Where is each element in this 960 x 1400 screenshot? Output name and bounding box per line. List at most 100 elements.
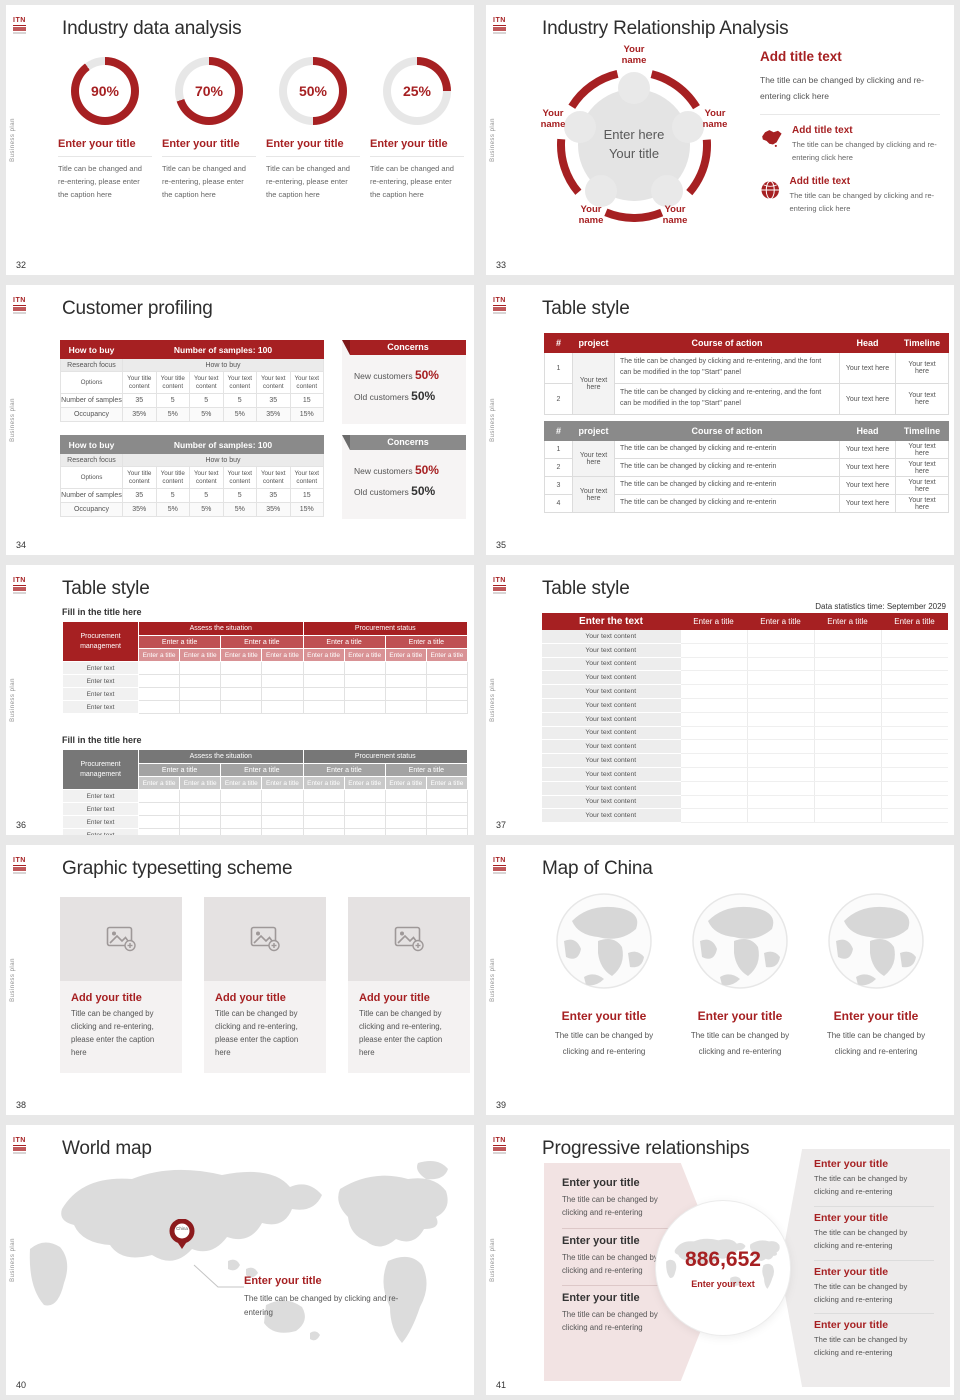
detail-item: Add title text The title can be changed … <box>760 176 940 216</box>
slide-36-thumbnail[interactable]: ITN Business plan Table style Fill in th… <box>6 565 474 835</box>
cell <box>261 802 304 816</box>
image-placeholder <box>348 897 470 981</box>
cell <box>880 767 948 782</box>
cell <box>679 739 747 755</box>
value: 50% <box>414 368 439 382</box>
cell <box>220 700 263 714</box>
cell <box>813 643 881 658</box>
globe-row: Enter your title The title can be change… <box>536 891 946 1060</box>
group-header: Assess the situation <box>138 749 304 764</box>
cell <box>813 795 881 810</box>
image-placeholder <box>60 897 182 981</box>
stat-caption: Title can be changed and re-entering, pl… <box>370 164 454 199</box>
col-header: Enter a title <box>384 648 427 662</box>
row-label: Your text content <box>542 670 680 686</box>
donut-chart-row: 90% Enter your title Title can be change… <box>58 57 464 201</box>
cell: The title can be changed by clicking and… <box>614 458 840 477</box>
cell: 5 <box>189 393 224 408</box>
row-label: Number of samples <box>60 393 123 408</box>
cell <box>746 630 814 644</box>
stat-label: Enter your text <box>691 1278 755 1289</box>
row-label: Research focus <box>60 453 123 467</box>
cell: 15 <box>289 488 324 503</box>
col-header: Enter a title <box>302 648 345 662</box>
cell <box>813 767 881 782</box>
cell: Your title content <box>122 466 157 489</box>
cell <box>880 712 948 727</box>
cell: Your title content <box>155 371 190 394</box>
row-label: Enter text <box>62 789 139 803</box>
row-label: Your text content <box>542 795 680 810</box>
cell <box>137 687 181 701</box>
cell: 5 <box>155 393 190 408</box>
globe-block: Enter your title The title can be change… <box>536 891 672 1060</box>
cell <box>220 789 263 803</box>
concerns-box-gray: Concerns New customers 50% Old customers… <box>342 435 466 519</box>
cell <box>179 700 222 714</box>
cell: 5 <box>222 488 257 503</box>
old-customers-line: Old customers 50% <box>354 389 466 403</box>
right-arrow-panel: Enter your title The title can be change… <box>780 1149 950 1387</box>
card-caption: Title can be changed by clicking and re-… <box>215 1009 299 1057</box>
card-title: Add your title <box>215 992 286 1004</box>
cell <box>179 661 222 675</box>
row-label: Enter text <box>62 700 139 714</box>
data-statistics-caption: Data statistics time: September 2029 <box>815 602 946 611</box>
cell <box>384 789 427 803</box>
node-label: Your name <box>578 204 604 226</box>
col-header: Number of samples: 100 <box>122 435 324 454</box>
slide-41-thumbnail[interactable]: ITN Business plan Progressive relationsh… <box>486 1125 954 1395</box>
card-body: Add your title Title can be changed by c… <box>60 981 182 1073</box>
page-title: World map <box>62 1138 152 1159</box>
add-image-icon <box>394 926 424 952</box>
slide-39-thumbnail[interactable]: ITN Business plan Map of China Enter you… <box>486 845 954 1115</box>
col-header: Enter the text <box>542 613 680 630</box>
cell <box>137 828 181 835</box>
page-title: Table style <box>542 298 630 319</box>
new-customers-line: New customers 50% <box>354 368 466 382</box>
cell: Your text here <box>895 476 949 495</box>
table-row: Enter text <box>62 802 469 816</box>
cell <box>880 739 948 755</box>
col-header: Course of action <box>614 421 840 441</box>
center-stat-circle: 886,652 Enter your text <box>656 1201 790 1335</box>
cell <box>384 815 427 829</box>
col-header: Enter a title <box>425 776 469 790</box>
slide-40-thumbnail[interactable]: ITN Business plan World map China <box>6 1125 474 1395</box>
brand-logo: ITN <box>493 10 506 34</box>
cell: 5% <box>155 407 190 422</box>
col-header: Enter a title <box>343 776 386 790</box>
new-customers-line: New customers 50% <box>354 463 466 477</box>
item-title: Enter your title <box>562 1292 640 1304</box>
text-table: Enter the text Enter a title Enter a title… <box>542 613 948 824</box>
col-header: Timeline <box>895 421 949 441</box>
cell <box>813 657 881 672</box>
slide-34-thumbnail[interactable]: ITN Business plan Customer profiling How… <box>6 285 474 555</box>
cell: 5% <box>222 407 257 422</box>
cell <box>746 808 814 824</box>
slide-37-thumbnail[interactable]: ITN Business plan Table style Data stati… <box>486 565 954 835</box>
brand-logo: ITN <box>13 1130 26 1154</box>
detail-panel: Add title text The title can be changed … <box>760 49 940 226</box>
cell <box>179 789 222 803</box>
col-header: Enter a title <box>881 613 948 630</box>
sub-header: Enter a title <box>384 635 469 649</box>
cell <box>813 808 881 824</box>
cell <box>746 726 814 741</box>
slide-35-thumbnail[interactable]: ITN Business plan Table style # project Co… <box>486 285 954 555</box>
pin-label: China <box>176 1226 188 1231</box>
slide-32-thumbnail[interactable]: ITN Business plan Industry data analysis… <box>6 5 474 275</box>
progress-item: Enter your title The title can be change… <box>814 1207 934 1261</box>
cell <box>679 657 747 672</box>
cell: Your text content <box>289 371 324 394</box>
cell: Your text here <box>839 383 896 415</box>
item-caption: The title can be changed by clicking and… <box>814 1227 908 1250</box>
slide-33-thumbnail[interactable]: ITN Business plan Industry Relationship … <box>486 5 954 275</box>
slide-38-thumbnail[interactable]: ITN Business plan Graphic typesetting sc… <box>6 845 474 1115</box>
row-label: Enter text <box>62 687 139 701</box>
col-header: How to buy <box>60 340 123 359</box>
cell: Your title content <box>155 466 190 489</box>
cell <box>384 700 427 714</box>
center-line-1: Enter here <box>603 127 665 143</box>
cell <box>343 802 386 816</box>
